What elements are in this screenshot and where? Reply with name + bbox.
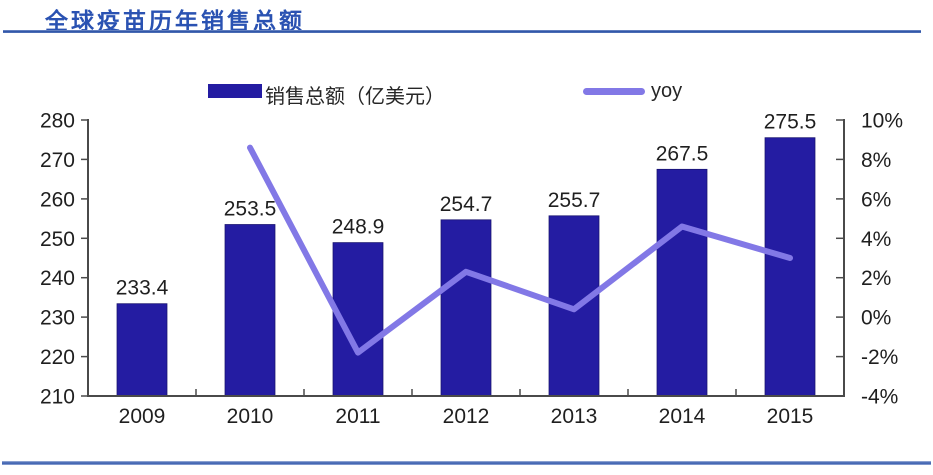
bar-value-label-2009: 233.4 [116,277,169,300]
left-axis-tick-label: 230 [40,307,75,330]
sales-bar-2014 [656,168,708,397]
sales-legend-label: 销售总额（亿美元） [265,86,445,108]
left-axis-tick-label: 250 [40,228,75,251]
sales-bar-2015 [764,137,816,397]
yoy-line [247,144,793,356]
left-axis-tick-label: 260 [40,188,75,211]
x-axis-category-label: 2012 [443,405,490,428]
x-axis-category-label: 2009 [119,405,166,428]
x-axis-category-label: 2011 [335,405,380,428]
right-axis-tick-label: 4% [861,228,891,251]
right-axis-tick-label: 2% [861,267,891,290]
bar-value-label-2011: 248.9 [332,216,385,239]
x-axis-category-label: 2010 [227,405,274,428]
right-axis-tick-label: 6% [861,188,891,211]
x-axis-category-label: 2014 [659,405,706,428]
x-axis-category-label: 2013 [551,405,598,428]
bar-value-label-2013: 255.7 [548,189,601,212]
yoy-legend-swatch [583,88,645,95]
right-axis-tick-label: -4% [861,386,898,409]
sales-bar-2012 [440,219,492,397]
left-axis-tick-label: 240 [40,267,75,290]
sales-bar-2009 [116,303,168,397]
sales-legend-swatch [208,84,262,98]
left-axis-tick-label: 220 [40,346,75,369]
bar-value-label-2010: 253.5 [224,198,277,221]
x-axis-category-label: 2015 [767,405,814,428]
left-axis-tick-label: 280 [40,110,75,133]
bar-value-label-2015: 275.5 [764,111,817,134]
sales-bar-2010 [224,224,276,397]
right-axis-tick-label: 0% [861,307,891,330]
right-axis-tick-label: -2% [861,346,898,369]
right-axis-tick-label: 10% [861,110,903,133]
right-axis-tick-label: 8% [861,149,891,172]
left-axis-tick-label: 270 [40,149,75,172]
bar-value-label-2014: 267.5 [656,142,709,165]
bar-value-label-2012: 254.7 [440,193,493,216]
yoy-legend-label: yoy [651,80,683,102]
footer-divider-line [2,461,931,465]
page-title: 全球疫苗历年销售总额 [45,9,305,34]
left-axis-tick-label: 210 [40,386,75,409]
title-divider-line [3,30,921,33]
